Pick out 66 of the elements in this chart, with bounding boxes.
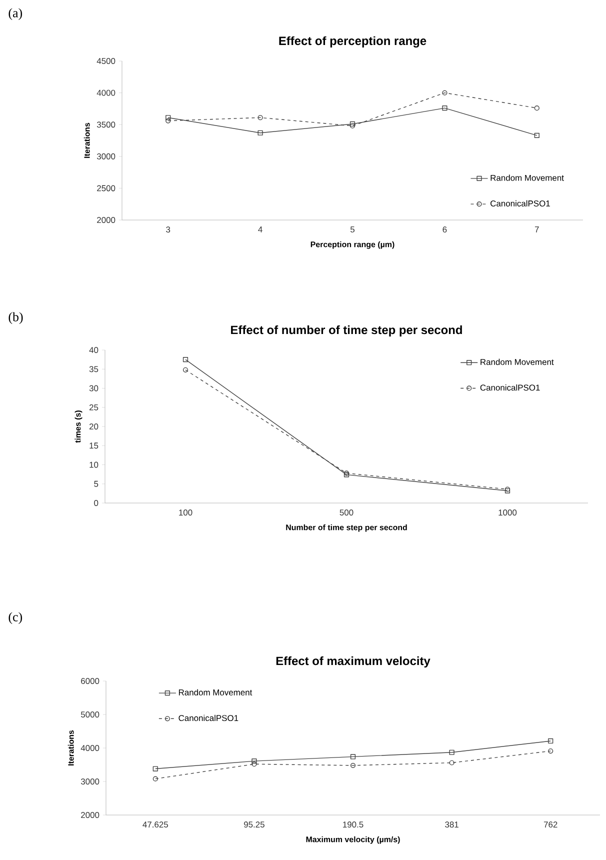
point <box>252 758 257 764</box>
point <box>182 357 188 362</box>
y-tick-label: 2500 <box>97 185 116 192</box>
x-tick-label: 190.5 <box>343 822 364 828</box>
y-tick-label: 2000 <box>97 217 116 224</box>
text: (c) <box>8 612 22 624</box>
y-tick-label: 4000 <box>80 745 100 752</box>
y-tick-label: 15 <box>90 442 98 449</box>
x-tick-label: 762 <box>544 822 558 828</box>
x-tick-label: 1000 <box>498 510 517 516</box>
y-tick-label: 6000 <box>81 678 100 684</box>
point <box>166 115 171 120</box>
chart-title: Effect of maximum velocity <box>276 656 430 668</box>
point <box>252 762 257 767</box>
legend-label: CanonicalPSO1 <box>480 384 540 391</box>
x-tick-label: 4 <box>258 226 262 232</box>
legend-label: CanonicalPSO1 <box>178 714 238 722</box>
y-tick-label: 10 <box>90 462 98 468</box>
x-tick-label: 3 <box>166 226 170 233</box>
point <box>534 132 540 138</box>
point <box>548 738 554 744</box>
y-tick-label: 3000 <box>96 153 116 160</box>
legend-label: Random Movement <box>490 174 564 181</box>
point <box>449 760 454 766</box>
point <box>548 748 554 754</box>
point <box>182 367 188 372</box>
chart-title: Effect of number of time step per second <box>231 325 462 337</box>
text: (b) <box>8 312 23 324</box>
point <box>534 106 540 111</box>
point <box>152 766 158 772</box>
y-tick-label: 25 <box>89 404 98 410</box>
y-tick-label: 2000 <box>81 812 100 818</box>
x-tick-label: 6 <box>442 226 447 233</box>
y-tick-label: 20 <box>89 424 98 430</box>
x-tick-label: 7 <box>534 226 539 232</box>
x-tick-label: 95.25 <box>244 822 264 828</box>
x-tick-label: 381 <box>445 822 458 828</box>
legend-label: CanonicalPSO1 <box>490 200 550 206</box>
y-tick-label: 3000 <box>80 778 100 785</box>
point <box>350 121 356 127</box>
y-tick-label: 40 <box>89 347 98 354</box>
x-tick-label: 5 <box>350 226 354 232</box>
y-tick-label: 5000 <box>80 712 100 718</box>
point <box>166 118 171 124</box>
y-tick-label: 30 <box>89 385 98 392</box>
x-tick-label: 500 <box>340 510 354 516</box>
point <box>350 754 356 760</box>
y-tick-label: 35 <box>89 366 98 372</box>
point <box>442 90 448 96</box>
y-tick-label: 0 <box>94 500 98 506</box>
point <box>449 750 454 755</box>
chart-title: Effect of perception range <box>279 36 426 48</box>
x-tick-label: 47.625 <box>142 822 168 828</box>
legend-label: Random Movement <box>480 358 554 366</box>
point <box>442 106 448 111</box>
y-tick-label: 5 <box>94 480 98 487</box>
y-tick-label: 3500 <box>96 122 116 128</box>
y-tick-label: 4000 <box>96 90 116 96</box>
y-tick-label: 4500 <box>96 58 116 64</box>
x-tick-label: 100 <box>179 510 192 516</box>
point <box>258 130 263 136</box>
point <box>258 115 263 120</box>
legend-label: Random Movement <box>178 689 252 696</box>
point <box>152 776 158 782</box>
text: (a) <box>8 8 22 20</box>
point <box>350 762 356 768</box>
